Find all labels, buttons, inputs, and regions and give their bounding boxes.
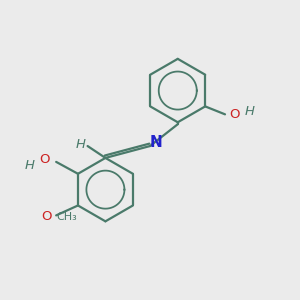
Text: O: O [230,108,240,121]
Text: CH₃: CH₃ [56,212,77,222]
Text: O: O [41,210,52,223]
Text: H: H [76,138,85,151]
Text: O: O [39,153,50,167]
Text: H: H [245,105,255,118]
Text: N: N [150,135,162,150]
Text: H: H [24,159,34,172]
